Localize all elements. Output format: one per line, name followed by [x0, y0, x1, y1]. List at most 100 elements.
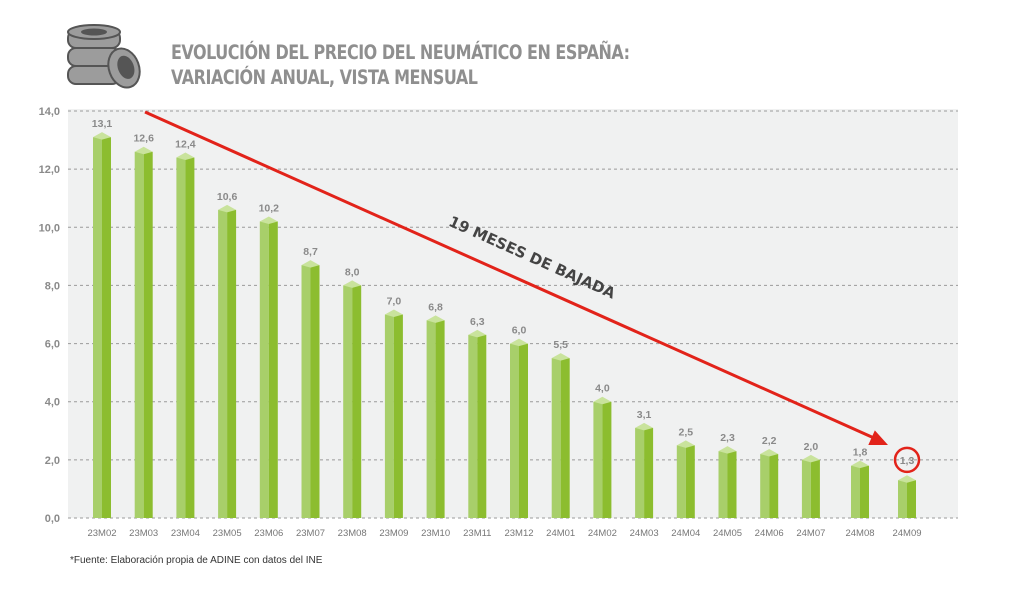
bar-side-23M12 [519, 343, 528, 518]
bar-front-23M06 [259, 221, 269, 518]
value-label: 7,0 [387, 296, 402, 308]
value-label: 10,6 [217, 191, 238, 203]
x-tick-label: 24M01 [546, 528, 575, 539]
x-tick-label: 23M05 [213, 528, 242, 539]
x-tick-label: 23M09 [379, 528, 408, 539]
bar-side-23M11 [477, 334, 487, 518]
bar-top-24M06 [760, 449, 779, 457]
bar-top-23M11 [468, 329, 487, 338]
bar-side-23M02 [102, 137, 111, 518]
y-tick-label: 12,0 [39, 164, 60, 176]
bar-side-24M09 [907, 480, 916, 518]
bar-side-23M04 [185, 157, 195, 518]
bar-front-23M02 [93, 137, 102, 518]
y-tick-label: 2,0 [45, 455, 60, 467]
x-tick-label: 23M03 [129, 528, 158, 539]
y-tick-label: 4,0 [45, 397, 60, 409]
x-tick-label: 23M04 [171, 528, 200, 539]
trend-arrow-line [144, 110, 875, 440]
bar-side-23M03 [143, 151, 153, 518]
chart-title: EVOLUCIÓN DEL PRECIO DEL NEUMÁTICO EN ES… [171, 40, 630, 90]
value-label: 10,2 [259, 202, 280, 214]
value-label: 2,3 [720, 432, 735, 444]
bar-top-23M09 [384, 309, 403, 317]
bar-side-24M05 [727, 451, 737, 518]
bar-side-24M04 [685, 445, 695, 518]
x-tick-label: 24M05 [713, 528, 742, 539]
bar-top-24M04 [676, 440, 695, 448]
bar-side-24M07 [810, 459, 820, 518]
value-label: 6,8 [428, 301, 443, 313]
x-tick-label: 24M09 [892, 528, 921, 539]
bar-side-24M01 [560, 358, 570, 518]
bar-top-23M06 [259, 216, 278, 224]
value-label: 6,0 [512, 325, 527, 337]
bar-side-23M09 [393, 314, 403, 518]
bar-side-24M06 [769, 454, 779, 518]
x-tick-label: 23M07 [296, 528, 325, 539]
x-tick-label: 24M07 [796, 528, 825, 539]
value-label: 1,8 [853, 447, 868, 459]
bar-side-23M07 [310, 265, 320, 518]
bar-front-24M04 [676, 445, 686, 518]
x-tick-label: 23M08 [338, 528, 367, 539]
bar-front-24M06 [760, 454, 770, 518]
chart-title-line1: EVOLUCIÓN DEL PRECIO DEL NEUMÁTICO EN ES… [171, 41, 630, 64]
bar-top-23M02 [93, 132, 111, 140]
bar-front-23M04 [176, 157, 186, 518]
bar-front-24M03 [635, 427, 645, 518]
bar-side-24M03 [644, 427, 654, 518]
value-label: 1,3 [900, 455, 915, 467]
source-note: *Fuente: Elaboración propia de ADINE con… [70, 555, 323, 566]
bar-side-23M08 [352, 285, 362, 518]
bar-front-23M09 [384, 314, 394, 518]
bar-front-24M05 [718, 451, 728, 518]
x-tick-label: 23M12 [504, 528, 533, 539]
bar-front-24M09 [898, 480, 907, 518]
bar-front-23M03 [134, 151, 144, 518]
bar-side-24M02 [602, 401, 612, 518]
value-label: 3,1 [637, 409, 652, 421]
value-label: 6,3 [470, 316, 485, 328]
x-tick-label: 24M02 [588, 528, 617, 539]
y-tick-label: 8,0 [45, 280, 60, 292]
bar-side-23M05 [227, 209, 237, 519]
bar-front-23M12 [510, 343, 519, 518]
tires-stack-icon [62, 22, 152, 97]
bar-top-23M05 [218, 204, 237, 213]
bar-front-24M02 [593, 401, 603, 518]
bar-side-23M06 [268, 221, 278, 518]
bar-front-23M08 [343, 285, 353, 518]
bar-top-23M08 [343, 280, 362, 288]
y-tick-label: 0,0 [45, 513, 60, 525]
value-label: 13,1 [92, 118, 113, 130]
x-tick-label: 23M02 [87, 528, 116, 539]
x-tick-label: 23M11 [463, 528, 491, 539]
bar-front-23M07 [301, 265, 311, 518]
value-label: 2,2 [762, 435, 777, 447]
bar-top-24M07 [801, 454, 820, 463]
x-tick-label: 24M03 [630, 528, 659, 539]
bar-top-24M09 [898, 475, 916, 483]
bar-top-24M01 [551, 353, 570, 361]
bar-top-23M03 [134, 146, 153, 155]
value-label: 12,4 [175, 139, 196, 151]
value-label: 8,0 [345, 266, 360, 278]
bar-top-23M07 [301, 260, 320, 268]
bar-side-24M08 [860, 465, 869, 518]
bar-front-23M11 [468, 334, 478, 518]
x-tick-label: 24M04 [671, 528, 700, 539]
bar-front-23M10 [426, 320, 436, 518]
bar-top-23M04 [176, 152, 195, 161]
bar-front-23M05 [218, 209, 228, 519]
y-tick-label: 10,0 [39, 222, 60, 234]
value-label: 12,6 [133, 133, 154, 145]
trend-arrow-head [868, 430, 888, 445]
y-tick-label: 6,0 [45, 339, 60, 351]
bar-side-23M10 [435, 320, 445, 518]
bar-top-24M08 [851, 460, 869, 469]
bar-top-23M12 [510, 338, 528, 347]
x-tick-label: 23M10 [421, 528, 450, 539]
x-tick-label: 24M06 [755, 528, 784, 539]
